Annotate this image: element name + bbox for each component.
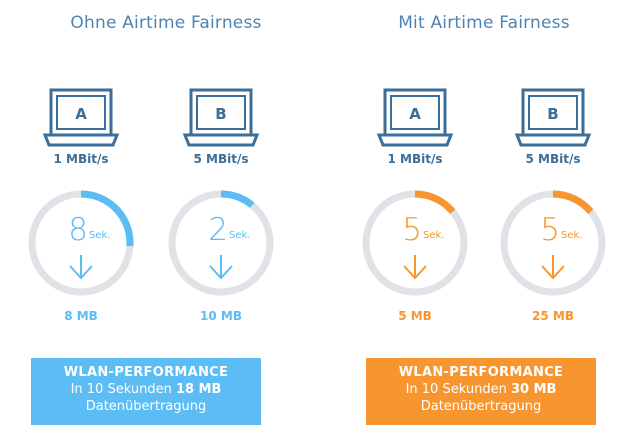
arrow-down-icon <box>403 255 427 280</box>
transfer-time-ring: 5 Sek. <box>360 188 470 298</box>
panel-title-with: Mit Airtime Fairness <box>398 13 570 33</box>
seconds-unit: Sek. <box>229 230 251 241</box>
laptop-icon: A <box>376 88 454 147</box>
transfer-seconds: 5 <box>540 212 560 248</box>
transfer-time-ring: 8 Sek. <box>26 188 136 298</box>
summary-prefix: In 10 Sekunden <box>70 382 176 397</box>
transfer-seconds: 2 <box>208 212 228 248</box>
panel-title-without: Ohne Airtime Fairness <box>70 13 262 33</box>
seconds-unit: Sek. <box>89 230 111 241</box>
summary-suffix: Datenübertragung <box>85 399 207 414</box>
arrow-down-icon <box>69 255 93 280</box>
ring-progress-arc <box>414 190 456 215</box>
transfer-seconds: 8 <box>68 212 88 248</box>
summary-throughput: In 10 Sekunden 18 MB <box>31 382 261 397</box>
summary-heading: WLAN-PERFORMANCE <box>63 365 229 380</box>
summary-heading: WLAN-PERFORMANCE <box>398 365 564 380</box>
summary-value: 30 MB <box>510 382 557 397</box>
device-label: A <box>409 105 421 123</box>
device-speed: 1 MBit/s <box>387 152 443 166</box>
summary-value: 18 MB <box>175 382 222 397</box>
device-speed: 1 MBit/s <box>53 152 109 166</box>
seconds-unit: Sek. <box>561 230 583 241</box>
performance-summary-without: WLAN-PERFORMANCE In 10 Sekunden 18 MB Da… <box>31 358 261 425</box>
device-label: B <box>547 105 558 123</box>
arrow-down-icon <box>541 255 565 280</box>
arrow-down-icon <box>209 255 233 280</box>
transfer-seconds: 5 <box>402 212 422 248</box>
transferred-size: 25 MB <box>532 309 574 323</box>
transfer-time-ring: 2 Sek. <box>166 188 276 298</box>
laptop-icon: A <box>42 88 120 147</box>
laptop-icon: B <box>514 88 592 147</box>
ring-progress-arc <box>220 190 255 209</box>
device-speed: 5 MBit/s <box>193 152 249 166</box>
transferred-size: 5 MB <box>398 309 432 323</box>
summary-prefix: In 10 Sekunden <box>405 382 511 397</box>
transfer-time-ring: 5 Sek. <box>498 188 608 298</box>
ring-progress-arc <box>80 190 134 247</box>
summary-suffix: Datenübertragung <box>420 399 542 414</box>
device-speed: 5 MBit/s <box>525 152 581 166</box>
seconds-unit: Sek. <box>423 230 445 241</box>
transferred-size: 8 MB <box>64 309 98 323</box>
laptop-icon: B <box>182 88 260 147</box>
transferred-size: 10 MB <box>200 309 242 323</box>
device-label: A <box>75 105 87 123</box>
performance-summary-with: WLAN-PERFORMANCE In 10 Sekunden 30 MB Da… <box>366 358 596 425</box>
ring-progress-arc <box>552 190 594 215</box>
device-label: B <box>215 105 226 123</box>
summary-throughput: In 10 Sekunden 30 MB <box>366 382 596 397</box>
